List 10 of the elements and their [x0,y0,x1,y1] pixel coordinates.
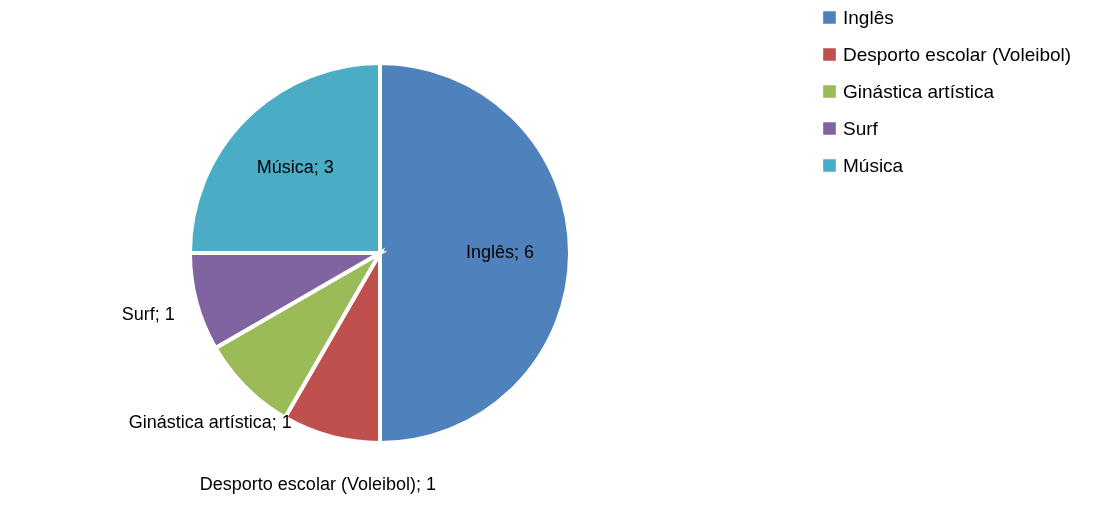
data-label: Desporto escolar (Voleibol); 1 [199,473,436,494]
data-label: Inglês; 6 [465,242,535,262]
legend-label: Música [843,154,904,176]
legend-label: Ginástica artística [843,80,995,102]
data-label: Surf; 1 [121,304,175,325]
legend-label: Surf [843,117,879,139]
data-label: Ginástica artística; 1 [128,411,292,432]
legend-label: Desporto escolar (Voleibol) [843,43,1072,65]
legend-label: Inglês [843,6,894,28]
data-label: Música; 3 [256,157,334,178]
